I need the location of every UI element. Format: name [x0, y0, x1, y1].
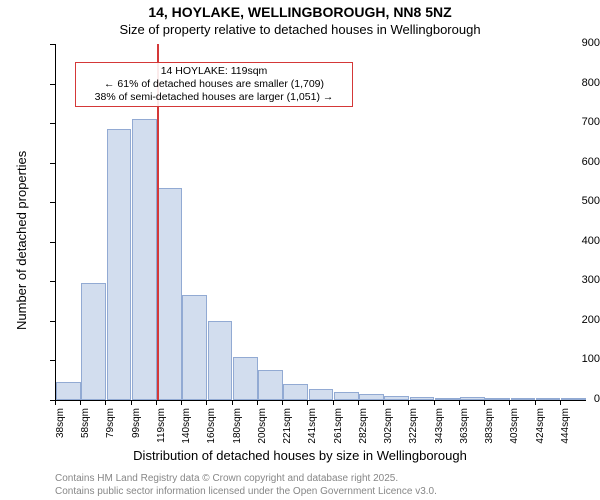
- annotation-title: 14 HOYLAKE: 119sqm: [82, 65, 346, 78]
- x-tick-mark: [156, 400, 157, 405]
- credit-line1: Contains HM Land Registry data © Crown c…: [55, 472, 437, 485]
- y-tick-mark: [50, 202, 55, 203]
- histogram-bar: [283, 384, 308, 400]
- y-tick-mark: [50, 44, 55, 45]
- histogram-bar: [56, 382, 81, 400]
- x-tick-label: 79sqm: [105, 408, 116, 448]
- y-tick-mark: [50, 84, 55, 85]
- histogram-bar: [182, 295, 207, 400]
- x-tick-mark: [535, 400, 536, 405]
- x-tick-label: 444sqm: [560, 408, 571, 448]
- histogram-bar: [132, 119, 157, 400]
- credit-line2: Contains public sector information licen…: [55, 485, 437, 498]
- x-tick-mark: [560, 400, 561, 405]
- histogram-bar: [410, 397, 435, 400]
- x-tick-label: 221sqm: [282, 408, 293, 448]
- x-tick-mark: [509, 400, 510, 405]
- x-tick-mark: [383, 400, 384, 405]
- x-tick-mark: [131, 400, 132, 405]
- histogram-bar: [511, 398, 536, 400]
- x-tick-label: 38sqm: [55, 408, 66, 448]
- histogram-bar: [258, 370, 283, 400]
- x-tick-mark: [459, 400, 460, 405]
- x-tick-label: 180sqm: [232, 408, 243, 448]
- x-tick-mark: [105, 400, 106, 405]
- y-axis-label: Number of detached properties: [14, 151, 29, 330]
- x-tick-label: 282sqm: [358, 408, 369, 448]
- x-tick-label: 343sqm: [434, 408, 445, 448]
- y-tick-mark: [50, 321, 55, 322]
- chart-container: 14, HOYLAKE, WELLINGBOROUGH, NN8 5NZ Siz…: [0, 0, 600, 500]
- x-tick-mark: [55, 400, 56, 405]
- x-tick-label: 200sqm: [257, 408, 268, 448]
- histogram-bar: [309, 389, 334, 400]
- x-tick-mark: [358, 400, 359, 405]
- x-tick-label: 58sqm: [80, 408, 91, 448]
- histogram-bar: [157, 188, 182, 400]
- histogram-bar: [485, 398, 510, 400]
- x-tick-mark: [408, 400, 409, 405]
- x-tick-mark: [282, 400, 283, 405]
- histogram-bar: [460, 397, 485, 400]
- x-tick-label: 140sqm: [181, 408, 192, 448]
- x-tick-label: 383sqm: [484, 408, 495, 448]
- histogram-bar: [359, 394, 384, 400]
- x-tick-mark: [257, 400, 258, 405]
- y-tick-mark: [50, 281, 55, 282]
- y-tick-label: 700: [555, 116, 600, 128]
- y-tick-label: 300: [555, 274, 600, 286]
- chart-title-address: 14, HOYLAKE, WELLINGBOROUGH, NN8 5NZ: [0, 4, 600, 20]
- x-tick-mark: [181, 400, 182, 405]
- x-tick-label: 302sqm: [383, 408, 394, 448]
- x-tick-mark: [80, 400, 81, 405]
- annotation-larger: 38% of semi-detached houses are larger (…: [82, 91, 346, 104]
- histogram-bar: [208, 321, 233, 400]
- y-tick-mark: [50, 123, 55, 124]
- x-tick-mark: [434, 400, 435, 405]
- y-tick-label: 0: [555, 393, 600, 405]
- x-tick-label: 403sqm: [509, 408, 520, 448]
- y-tick-mark: [50, 242, 55, 243]
- x-tick-label: 241sqm: [307, 408, 318, 448]
- x-tick-label: 261sqm: [333, 408, 344, 448]
- x-tick-label: 119sqm: [156, 408, 167, 448]
- x-tick-label: 424sqm: [535, 408, 546, 448]
- x-tick-label: 363sqm: [459, 408, 470, 448]
- annotation-box: 14 HOYLAKE: 119sqm ← 61% of detached hou…: [75, 62, 353, 107]
- y-tick-label: 900: [555, 37, 600, 49]
- histogram-bar: [435, 398, 460, 400]
- x-tick-label: 160sqm: [206, 408, 217, 448]
- y-tick-label: 800: [555, 77, 600, 89]
- y-tick-label: 200: [555, 314, 600, 326]
- y-tick-label: 100: [555, 353, 600, 365]
- credit-text: Contains HM Land Registry data © Crown c…: [55, 472, 437, 498]
- x-tick-mark: [484, 400, 485, 405]
- histogram-bar: [384, 396, 409, 400]
- histogram-bar: [334, 392, 359, 400]
- y-tick-mark: [50, 163, 55, 164]
- x-tick-mark: [232, 400, 233, 405]
- annotation-smaller: ← 61% of detached houses are smaller (1,…: [82, 78, 346, 91]
- x-tick-mark: [307, 400, 308, 405]
- x-tick-mark: [206, 400, 207, 405]
- histogram-bar: [107, 129, 132, 400]
- y-tick-label: 600: [555, 156, 600, 168]
- y-tick-label: 400: [555, 235, 600, 247]
- chart-title-desc: Size of property relative to detached ho…: [0, 22, 600, 37]
- x-tick-label: 99sqm: [131, 408, 142, 448]
- x-axis-label: Distribution of detached houses by size …: [0, 448, 600, 463]
- y-tick-label: 500: [555, 195, 600, 207]
- y-tick-mark: [50, 360, 55, 361]
- histogram-bar: [233, 357, 258, 401]
- histogram-bar: [81, 283, 106, 400]
- x-tick-label: 322sqm: [408, 408, 419, 448]
- x-tick-mark: [333, 400, 334, 405]
